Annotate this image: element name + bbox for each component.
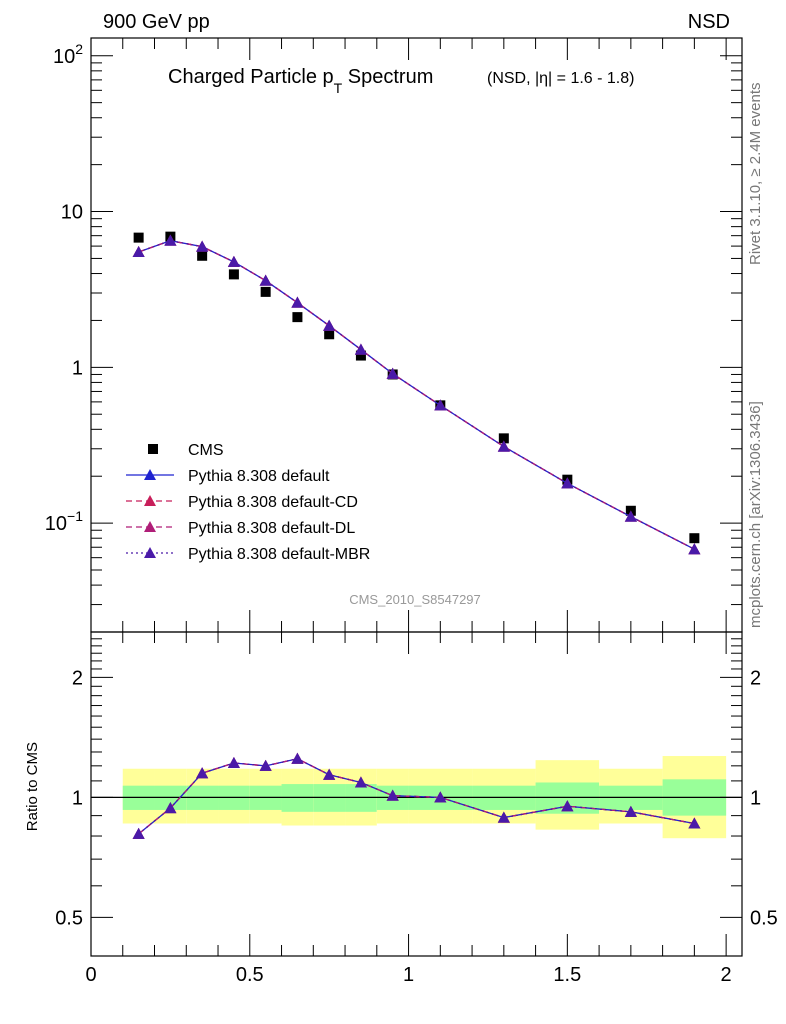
mc-data-point <box>323 319 336 331</box>
mc-data-point <box>196 240 209 252</box>
chart-title-main2: Spectrum <box>342 66 433 88</box>
chart-title-extra: (NSD, |η| = 1.6 - 1.8) <box>487 70 634 87</box>
legend: CMS Pythia 8.308 default Pythia 8.308 defa… <box>126 442 370 563</box>
main-axes: 10−1 1 10 102 <box>45 38 742 633</box>
cms-data-point <box>689 533 700 544</box>
cms-data-point <box>228 269 239 280</box>
chart-title-sub: T <box>334 80 343 96</box>
ratio-marks <box>132 752 701 839</box>
x-tick-label: 2 <box>721 964 732 986</box>
main-marks <box>132 231 701 555</box>
ratio-data-point <box>354 776 367 788</box>
ratio-data-point <box>227 756 240 768</box>
mc-data-point <box>259 274 272 286</box>
ratio-panel: 0.5 0.5 1 1 2 2 0 0.5 1 1.5 2 <box>55 631 778 986</box>
legend-marker <box>148 444 158 454</box>
legend-marker <box>144 495 156 506</box>
ratio-y-tick-label-right: 2 <box>750 667 761 689</box>
ratio-data-point <box>291 752 304 764</box>
rivet-label: Rivet 3.1.10, ≥ 2.4M events <box>747 83 764 266</box>
cms-data-point <box>292 312 303 323</box>
cms-data-point <box>133 232 144 243</box>
ratio-data-point <box>164 802 177 814</box>
mc-series-line <box>138 240 695 550</box>
x-tick-label: 1 <box>403 964 414 986</box>
ratio-data-point <box>196 767 209 779</box>
x-tick-label: 0 <box>85 964 96 986</box>
legend-marker <box>144 547 156 558</box>
ratio-y-tick-label-right: 0.5 <box>750 907 778 929</box>
x-tick-label: 1.5 <box>553 964 581 986</box>
header-left: 900 GeV pp <box>103 11 210 33</box>
mc-data-point <box>227 255 240 267</box>
ratio-series-line <box>138 758 695 835</box>
main-y-tick-label: 10 <box>61 202 83 224</box>
mc-data-point <box>386 367 399 379</box>
ratio-ylabel: Ratio to CMS <box>24 742 41 831</box>
cms-data-point <box>355 350 366 361</box>
main-frame <box>90 37 743 633</box>
cms-data-point <box>197 250 208 261</box>
ratio-data-point <box>561 800 574 812</box>
mc-data-point <box>434 399 447 411</box>
ratio-axes: 0.5 0.5 1 1 2 2 0 0.5 1 1.5 2 <box>55 631 778 986</box>
ratio-data-point <box>132 827 145 839</box>
cms-data-point <box>324 329 335 340</box>
ratio-data-point <box>259 759 272 771</box>
cms-data-point <box>498 433 509 444</box>
ratio-data-point <box>624 805 637 817</box>
ratio-data-point <box>323 768 336 780</box>
ratio-frame <box>90 631 743 957</box>
ratio-data-point <box>497 811 510 823</box>
mc-data-point <box>164 234 177 246</box>
mcplots-label: mcplots.cern.ch [arXiv:1306.3436] <box>747 401 764 628</box>
mc-data-point <box>497 440 510 452</box>
main-y-tick-label: 10−1 <box>45 508 83 535</box>
x-tick-label: 0.5 <box>236 964 264 986</box>
cms-data-point <box>260 286 271 297</box>
ratio-data-point <box>434 791 447 803</box>
ratio-data-point <box>386 789 399 801</box>
analysis-id: CMS_2010_S8547297 <box>349 592 481 607</box>
ratio-y-tick-label: 2 <box>72 667 83 689</box>
ratio-series-line <box>138 758 695 835</box>
legend-label: CMS <box>188 442 224 459</box>
mc-data-point <box>132 245 145 257</box>
legend-label: Pythia 8.308 default-DL <box>188 520 355 537</box>
ratio-y-tick-label: 0.5 <box>55 907 83 929</box>
legend-label: Pythia 8.308 default <box>188 468 330 485</box>
ratio-data-point <box>688 817 701 829</box>
mc-data-point <box>624 510 637 522</box>
main-y-tick-label: 1 <box>72 357 83 379</box>
legend-label: Pythia 8.308 default-MBR <box>188 546 370 563</box>
ratio-y-tick-label-right: 1 <box>750 787 761 809</box>
legend-label: Pythia 8.308 default-CD <box>188 494 358 511</box>
mc-data-point <box>291 296 304 308</box>
ratio-y-tick-label: 1 <box>72 787 83 809</box>
main-panel: 10−1 1 10 102 <box>45 37 743 633</box>
mc-data-point <box>354 343 367 355</box>
legend-marker <box>144 521 156 532</box>
ratio-bands <box>91 756 742 839</box>
legend-marker <box>144 469 156 480</box>
mc-data-point <box>561 477 574 489</box>
chart-title-main: Charged Particle p <box>168 66 334 88</box>
mc-data-point <box>688 543 701 555</box>
chart-title: Charged Particle pT Spectrum <box>168 66 433 96</box>
main-y-tick-label: 102 <box>53 41 83 68</box>
header-right: NSD <box>688 11 730 33</box>
